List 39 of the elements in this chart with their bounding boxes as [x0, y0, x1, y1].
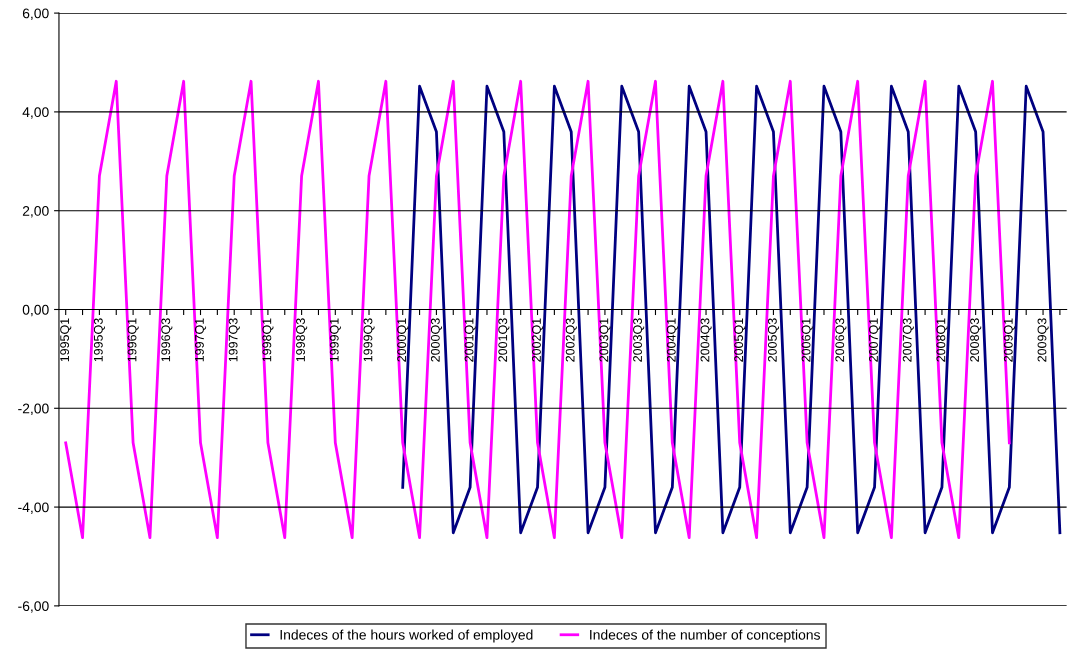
- y-tick-label: 4,00: [22, 107, 49, 119]
- x-tick-label: 2008Q3: [970, 318, 982, 362]
- x-tick-label: 2000Q1: [397, 318, 409, 362]
- x-tick-label: 2003Q3: [633, 318, 645, 362]
- y-tick-label: 0,00: [22, 304, 49, 317]
- x-tick-label: 1997Q3: [228, 318, 240, 362]
- legend-label: Indeces of the number of conceptions: [590, 629, 820, 643]
- x-tick-label: 2004Q3: [700, 318, 712, 362]
- x-tick-label: 2006Q3: [835, 318, 847, 362]
- legend-label: Indeces of the hours worked of employed: [280, 629, 533, 643]
- x-tick-label: 1995Q1: [60, 318, 72, 362]
- x-tick-label: 1996Q1: [127, 318, 139, 362]
- x-tick-label: 2005Q1: [734, 318, 746, 362]
- x-tick-label: 1995Q3: [93, 318, 105, 362]
- x-tick-label: 1999Q3: [363, 318, 375, 362]
- x-tick-label: 2002Q1: [532, 318, 544, 362]
- x-tick-label: 2006Q1: [801, 318, 813, 362]
- x-tick-label: 2001Q1: [464, 318, 476, 362]
- y-tick-label: 2,00: [22, 206, 49, 218]
- y-tick-label: -6,00: [18, 601, 49, 613]
- x-tick-label: 2004Q1: [666, 318, 678, 362]
- x-tick-label: 2001Q3: [498, 318, 510, 362]
- x-tick-label: 2002Q3: [565, 318, 577, 362]
- x-tick-label: 2009Q3: [1037, 318, 1049, 362]
- x-tick-label: 2007Q1: [869, 318, 881, 362]
- x-tick-label: 2007Q3: [902, 318, 914, 362]
- x-tick-label: 1997Q1: [195, 318, 207, 362]
- x-tick-label: 1996Q3: [161, 318, 173, 362]
- y-tick-label: -2,00: [18, 403, 49, 416]
- y-tick-label: -4,00: [18, 502, 49, 514]
- x-tick-label: 1998Q3: [296, 318, 308, 362]
- x-tick-label: 1999Q1: [329, 318, 341, 362]
- x-tick-label: 2003Q1: [599, 318, 611, 362]
- x-tick-label: 2000Q3: [430, 318, 443, 362]
- x-tick-label: 1998Q1: [262, 318, 274, 362]
- x-tick-label: 2009Q1: [1003, 318, 1015, 362]
- y-tick-label: 6,00: [22, 8, 49, 20]
- x-tick-label: 2008Q1: [936, 318, 948, 362]
- x-tick-label: 2005Q3: [767, 318, 780, 362]
